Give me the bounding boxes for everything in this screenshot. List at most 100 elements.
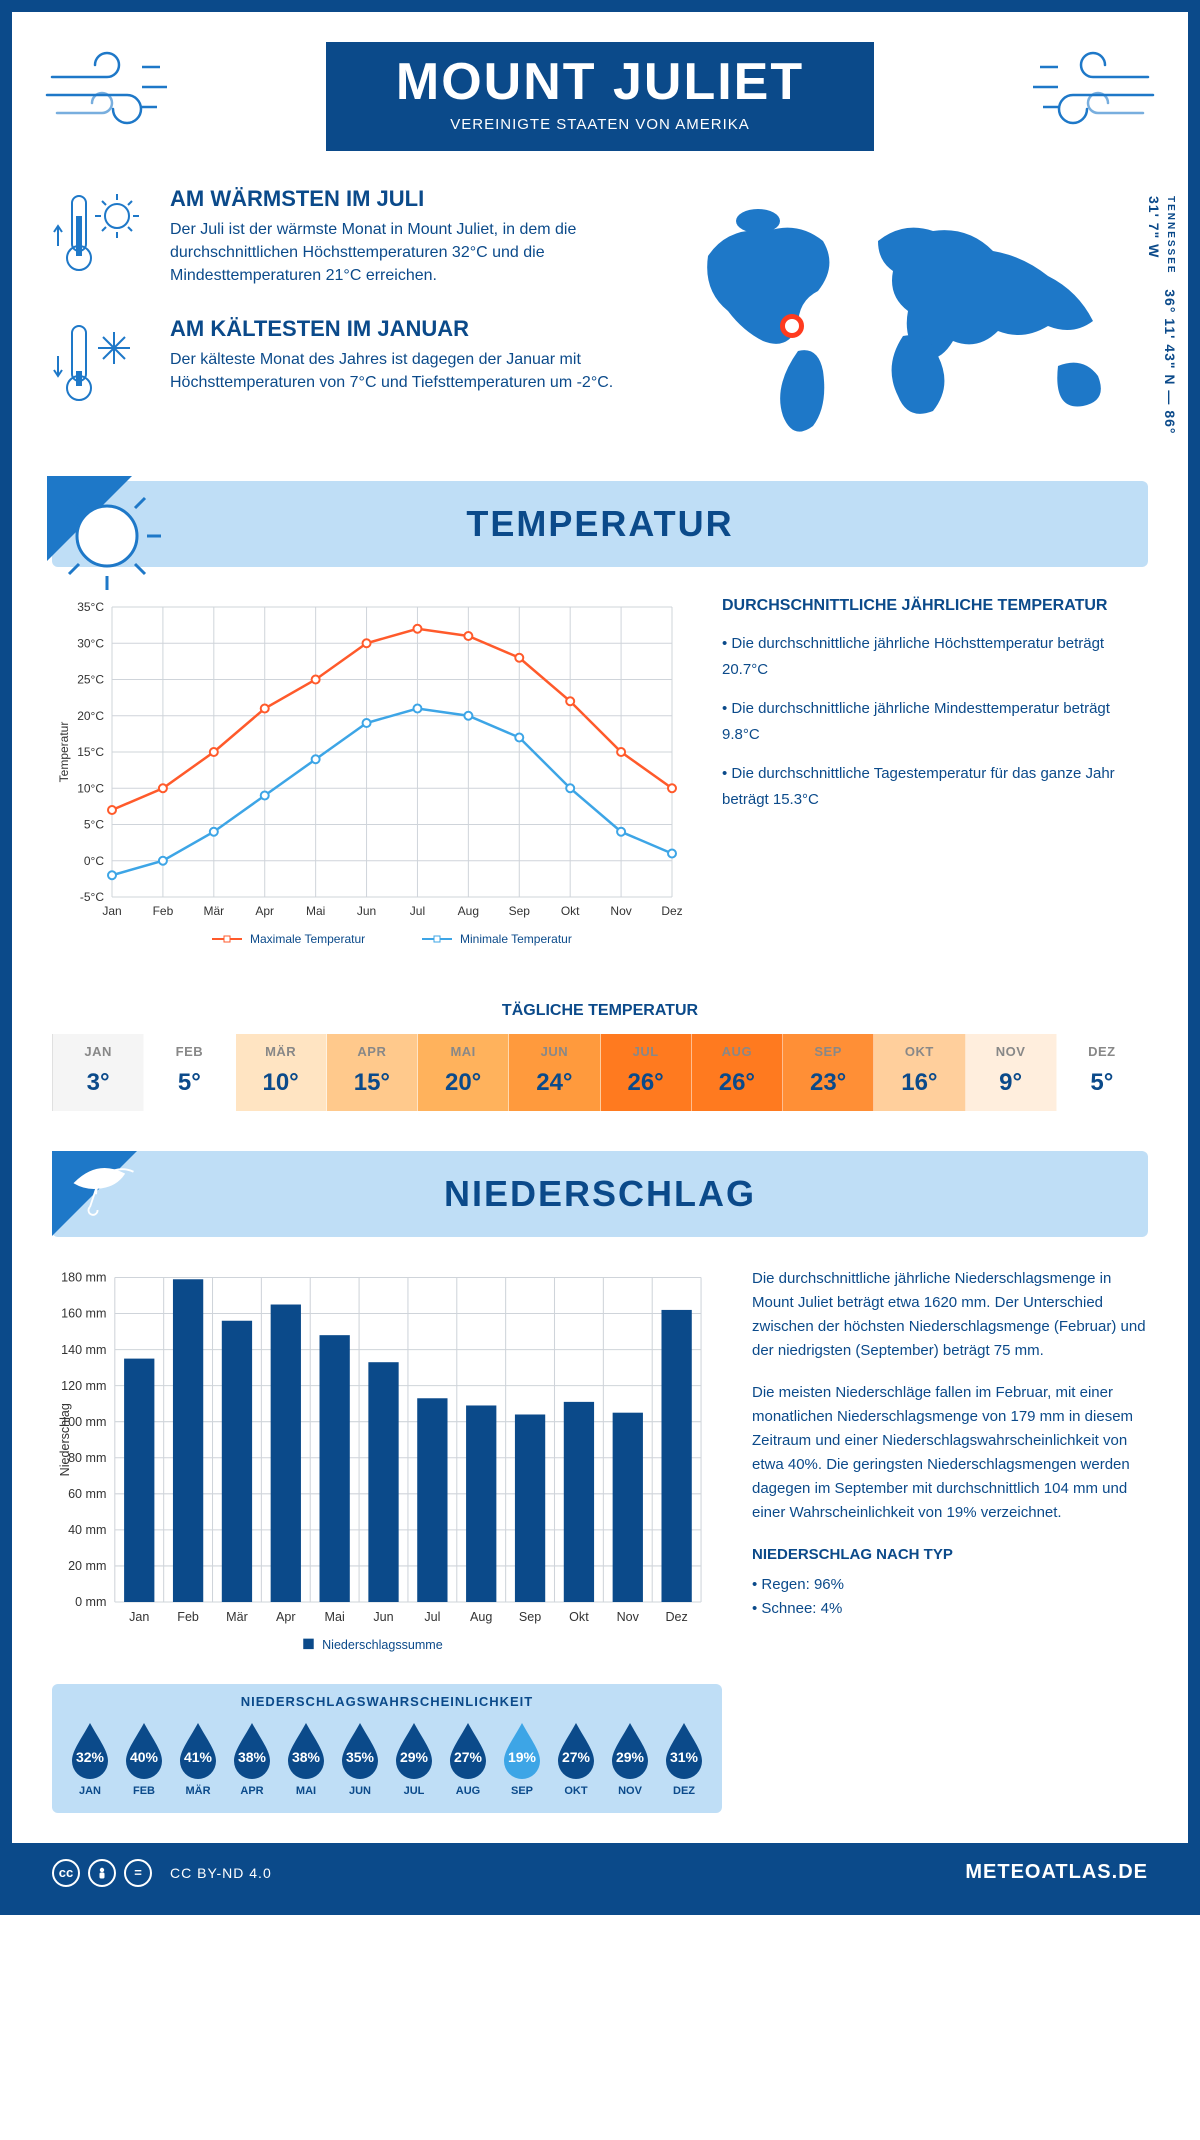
cc-icon: cc xyxy=(52,1859,80,1887)
svg-text:Aug: Aug xyxy=(470,1610,492,1624)
thermometer-cold-icon xyxy=(52,316,152,416)
temperature-heading: TEMPERATUR xyxy=(52,503,1148,545)
svg-text:Mär: Mär xyxy=(226,1610,248,1624)
precip-rain: • Regen: 96% xyxy=(752,1573,1148,1597)
daily-temp-cell: JUN24° xyxy=(509,1034,600,1111)
precip-bytype-heading: NIEDERSCHLAG NACH TYP xyxy=(752,1543,1148,1567)
svg-text:0 mm: 0 mm xyxy=(75,1595,106,1609)
daily-temp-cell: JUL26° xyxy=(601,1034,692,1111)
precip-text-2: Die meisten Niederschläge fallen im Febr… xyxy=(752,1381,1148,1525)
daily-temp-heading: TÄGLICHE TEMPERATUR xyxy=(52,1002,1148,1020)
license-icons: cc = CC BY-ND 4.0 xyxy=(52,1859,272,1887)
daily-temp-cell: NOV9° xyxy=(966,1034,1057,1111)
wind-icon xyxy=(42,47,182,137)
probability-drop: 35%JUN xyxy=(336,1719,384,1797)
hot-summary: AM WÄRMSTEN IM JULI Der Juli ist der wär… xyxy=(52,186,628,288)
daily-temp-cell: JAN3° xyxy=(53,1034,144,1111)
svg-text:Jun: Jun xyxy=(373,1610,393,1624)
probability-drop: 29%NOV xyxy=(606,1719,654,1797)
site-name: METEOATLAS.DE xyxy=(965,1861,1148,1884)
cold-text: Der kälteste Monat des Jahres ist dagege… xyxy=(170,348,628,394)
probability-drop: 19%SEP xyxy=(498,1719,546,1797)
hot-heading: AM WÄRMSTEN IM JULI xyxy=(170,186,628,212)
by-icon xyxy=(88,1859,116,1887)
precip-text-1: Die durchschnittliche jährliche Niedersc… xyxy=(752,1267,1148,1363)
cold-heading: AM KÄLTESTEN IM JANUAR xyxy=(170,316,628,342)
daily-temp-cell: APR15° xyxy=(327,1034,418,1111)
precip-snow: • Schnee: 4% xyxy=(752,1597,1148,1621)
svg-text:5°C: 5°C xyxy=(84,818,104,832)
daily-temp-cell: SEP23° xyxy=(783,1034,874,1111)
license-text: CC BY-ND 4.0 xyxy=(170,1865,272,1881)
probability-drop: 31%DEZ xyxy=(660,1719,708,1797)
probability-drop: 38%APR xyxy=(228,1719,276,1797)
svg-text:60 mm: 60 mm xyxy=(68,1487,106,1501)
title-banner: MOUNT JULIET VEREINIGTE STAATEN VON AMER… xyxy=(326,42,874,151)
page-title: MOUNT JULIET xyxy=(396,52,804,112)
precipitation-banner: NIEDERSCHLAG xyxy=(52,1151,1148,1237)
svg-text:40 mm: 40 mm xyxy=(68,1523,106,1537)
probability-drop: 40%FEB xyxy=(120,1719,168,1797)
daily-temp-cell: OKT16° xyxy=(874,1034,965,1111)
svg-text:10°C: 10°C xyxy=(77,781,104,795)
coordinates: TENNESSEE 36° 11' 43" N — 86° 31' 7" W xyxy=(1146,196,1178,451)
svg-text:Feb: Feb xyxy=(177,1610,199,1624)
temp-summary-heading: DURCHSCHNITTLICHE JÄHRLICHE TEMPERATUR xyxy=(722,597,1148,615)
svg-text:Sep: Sep xyxy=(519,1610,541,1624)
wind-icon xyxy=(1018,47,1158,137)
precipitation-heading: NIEDERSCHLAG xyxy=(52,1173,1148,1215)
footer: cc = CC BY-ND 4.0 METEOATLAS.DE xyxy=(12,1843,1188,1903)
temp-summary-3: • Die durchschnittliche Tagestemperatur … xyxy=(722,761,1148,812)
umbrella-icon xyxy=(60,1153,150,1243)
svg-text:Jul: Jul xyxy=(410,904,425,918)
svg-text:Jul: Jul xyxy=(424,1610,440,1624)
daily-temp-cell: MAI20° xyxy=(418,1034,509,1111)
world-map: TENNESSEE 36° 11' 43" N — 86° 31' 7" W xyxy=(668,186,1148,451)
svg-text:Okt: Okt xyxy=(561,904,580,918)
svg-text:Jan: Jan xyxy=(129,1610,149,1624)
precipitation-probability: NIEDERSCHLAGSWAHRSCHEINLICHKEIT 32%JAN40… xyxy=(52,1684,722,1813)
svg-text:Minimale Temperatur: Minimale Temperatur xyxy=(460,932,572,946)
header: MOUNT JULIET VEREINIGTE STAATEN VON AMER… xyxy=(52,42,1148,151)
svg-text:-5°C: -5°C xyxy=(80,890,104,904)
thermometer-hot-icon xyxy=(52,186,152,286)
probability-drop: 41%MÄR xyxy=(174,1719,222,1797)
svg-text:35°C: 35°C xyxy=(77,600,104,614)
svg-text:Dez: Dez xyxy=(665,1610,687,1624)
svg-text:Feb: Feb xyxy=(153,904,174,918)
page-subtitle: VEREINIGTE STAATEN VON AMERIKA xyxy=(396,116,804,133)
svg-text:25°C: 25°C xyxy=(77,673,104,687)
svg-text:Apr: Apr xyxy=(276,1610,296,1624)
svg-text:160 mm: 160 mm xyxy=(61,1307,106,1321)
page-frame: MOUNT JULIET VEREINIGTE STAATEN VON AMER… xyxy=(0,0,1200,1915)
svg-text:120 mm: 120 mm xyxy=(61,1379,106,1393)
svg-text:30°C: 30°C xyxy=(77,636,104,650)
probability-drop: 32%JAN xyxy=(66,1719,114,1797)
nd-icon: = xyxy=(124,1859,152,1887)
svg-text:0°C: 0°C xyxy=(84,854,104,868)
svg-text:Mai: Mai xyxy=(306,904,325,918)
temperature-banner: TEMPERATUR xyxy=(52,481,1148,567)
temperature-line-chart: -5°C0°C5°C10°C15°C20°C25°C30°C35°CJanFeb… xyxy=(52,597,692,957)
probability-drop: 27%AUG xyxy=(444,1719,492,1797)
precipitation-bar-chart: 0 mm20 mm40 mm60 mm80 mm100 mm120 mm140 … xyxy=(52,1267,722,1665)
daily-temp-cell: FEB5° xyxy=(144,1034,235,1111)
temp-summary-1: • Die durchschnittliche jährliche Höchst… xyxy=(722,631,1148,682)
svg-text:Okt: Okt xyxy=(569,1610,589,1624)
daily-temp-cell: MÄR10° xyxy=(236,1034,327,1111)
svg-text:180 mm: 180 mm xyxy=(61,1271,106,1285)
svg-text:Jun: Jun xyxy=(357,904,376,918)
svg-text:15°C: 15°C xyxy=(77,745,104,759)
probability-drop: 38%MAI xyxy=(282,1719,330,1797)
hot-text: Der Juli ist der wärmste Monat in Mount … xyxy=(170,218,628,288)
cold-summary: AM KÄLTESTEN IM JANUAR Der kälteste Mona… xyxy=(52,316,628,416)
location-marker xyxy=(780,314,804,338)
svg-text:Apr: Apr xyxy=(255,904,274,918)
daily-temp-cell: DEZ5° xyxy=(1057,1034,1148,1111)
svg-text:Mär: Mär xyxy=(203,904,224,918)
svg-text:Temperatur: Temperatur xyxy=(57,722,71,783)
svg-text:Dez: Dez xyxy=(661,904,682,918)
svg-text:Nov: Nov xyxy=(617,1610,640,1624)
svg-text:140 mm: 140 mm xyxy=(61,1343,106,1357)
svg-text:Sep: Sep xyxy=(509,904,531,918)
